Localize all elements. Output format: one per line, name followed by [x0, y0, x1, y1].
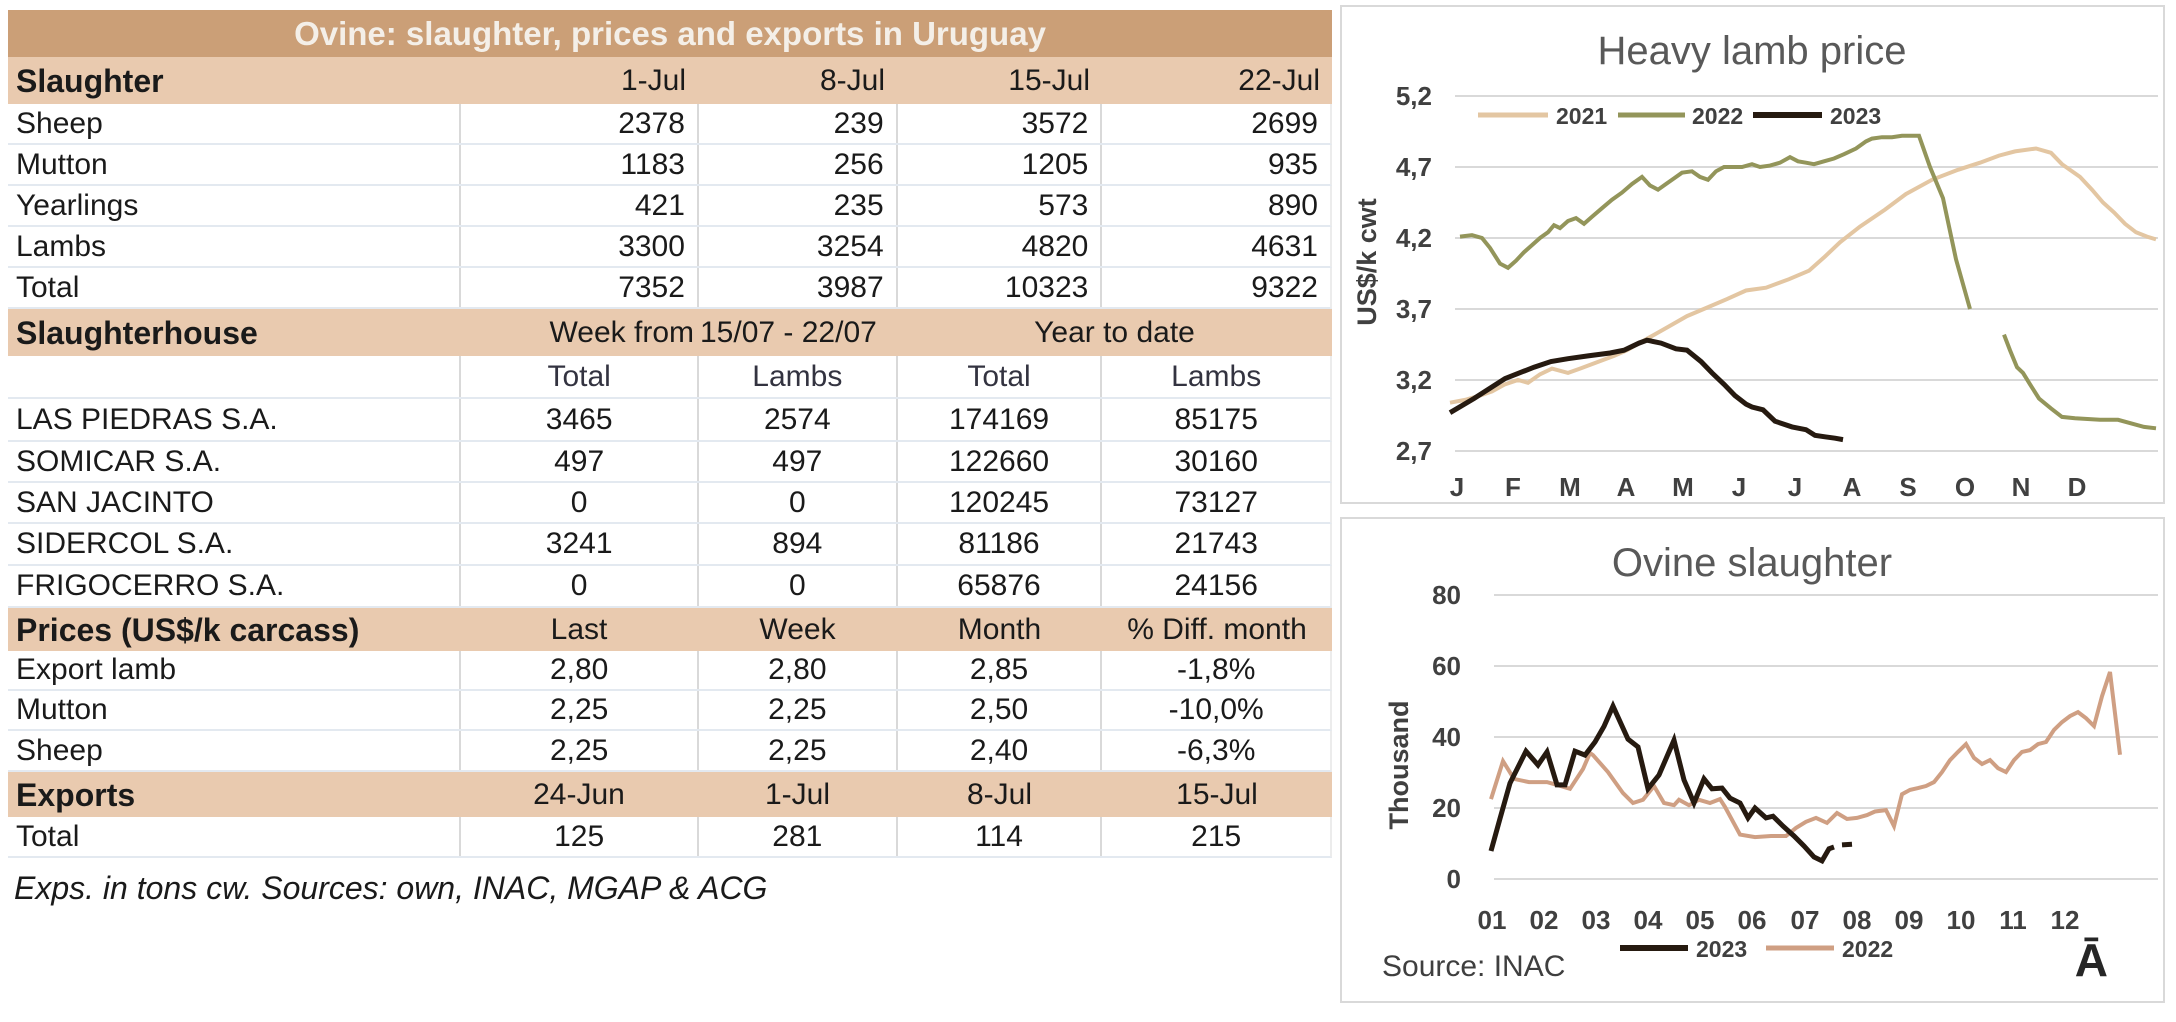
svg-text:2021: 2021 [1556, 103, 1607, 129]
svg-text:2,7: 2,7 [1396, 436, 1432, 466]
svg-text:5,2: 5,2 [1396, 81, 1432, 111]
svg-text:Source: INAC: Source: INAC [1382, 950, 1565, 983]
svg-text:Ovine slaughter: Ovine slaughter [1612, 541, 1892, 585]
svg-text:O: O [1955, 472, 1975, 502]
svg-text:2023: 2023 [1696, 936, 1747, 962]
svg-text:Heavy lamb price: Heavy lamb price [1597, 29, 1906, 73]
svg-text:40: 40 [1432, 722, 1461, 752]
svg-text:60: 60 [1432, 651, 1461, 681]
svg-text:10: 10 [1947, 905, 1976, 935]
svg-text:F: F [1505, 472, 1521, 502]
svg-text:2022: 2022 [1692, 103, 1743, 129]
svg-text:Ā: Ā [2075, 934, 2108, 986]
svg-text:N: N [2012, 472, 2031, 502]
svg-text:03: 03 [1582, 905, 1611, 935]
svg-text:M: M [1672, 472, 1694, 502]
svg-text:09: 09 [1895, 905, 1924, 935]
svg-text:3,7: 3,7 [1396, 294, 1432, 324]
svg-text:0: 0 [1447, 864, 1461, 894]
svg-text:J: J [1788, 472, 1802, 502]
svg-text:2022: 2022 [1842, 936, 1893, 962]
svg-text:04: 04 [1634, 905, 1663, 935]
svg-text:2023: 2023 [1830, 103, 1881, 129]
svg-text:US$/k cwt: US$/k cwt [1352, 198, 1382, 326]
svg-text:3,2: 3,2 [1396, 365, 1432, 395]
svg-text:4,7: 4,7 [1396, 152, 1432, 182]
svg-text:12: 12 [2051, 905, 2080, 935]
svg-text:06: 06 [1738, 905, 1767, 935]
svg-text:20: 20 [1432, 793, 1461, 823]
svg-text:11: 11 [1999, 905, 2027, 935]
svg-text:A: A [1843, 472, 1862, 502]
svg-text:S: S [1899, 472, 1916, 502]
svg-text:A: A [1617, 472, 1636, 502]
svg-text:08: 08 [1843, 905, 1872, 935]
svg-text:4,2: 4,2 [1396, 223, 1432, 253]
svg-text:J: J [1732, 472, 1746, 502]
svg-text:D: D [2068, 472, 2087, 502]
svg-text:J: J [1450, 472, 1464, 502]
svg-text:01: 01 [1478, 905, 1507, 935]
svg-text:05: 05 [1686, 905, 1715, 935]
svg-text:M: M [1559, 472, 1581, 502]
svg-text:02: 02 [1530, 905, 1559, 935]
svg-text:80: 80 [1432, 580, 1461, 610]
svg-text:07: 07 [1791, 905, 1820, 935]
svg-text:Thousand: Thousand [1384, 701, 1414, 830]
